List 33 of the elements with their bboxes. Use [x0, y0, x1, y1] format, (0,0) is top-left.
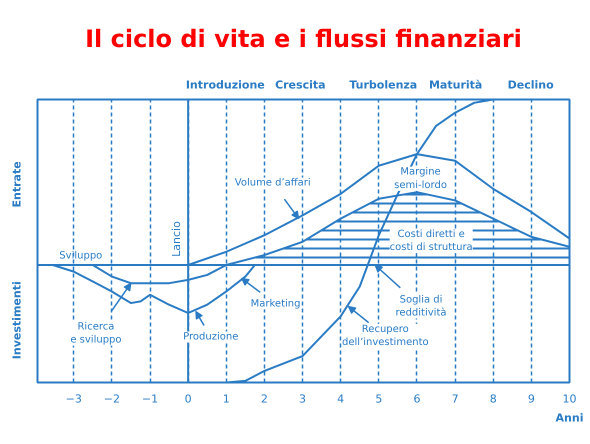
annotation: Costi diretti e costi di struttura	[390, 228, 473, 254]
annotation: Sviluppo	[59, 250, 102, 262]
x-axis-title: Anni	[556, 412, 584, 424]
ref-line-label: Lancio	[170, 220, 184, 257]
x-tick-label: 2	[260, 392, 268, 406]
x-tick-label: 4	[337, 392, 344, 406]
text: Crescita	[275, 78, 326, 92]
annotation: Produzione	[183, 331, 238, 342]
x-tick-label: 5	[375, 392, 382, 406]
text: Maturità	[428, 78, 482, 92]
text: Investimenti	[10, 281, 24, 360]
x-tick-label: 3	[299, 392, 306, 406]
x-tick-label: 6	[413, 392, 420, 406]
annotation: Recupero dell’investimento	[342, 324, 429, 348]
x-tick-label: 0	[184, 392, 192, 406]
text: Turbolenza	[349, 78, 418, 92]
x-tick-label: 7	[452, 392, 459, 406]
x-tick-label: −2	[104, 392, 120, 406]
annotation: Marketing	[250, 298, 300, 310]
text: Introduzione	[186, 78, 265, 92]
x-tick-label: −1	[142, 392, 158, 406]
x-tick-label: −3	[66, 392, 82, 406]
chart-title: Il ciclo di vita e i flussi finanziari	[85, 25, 522, 53]
text: Entrate	[10, 161, 24, 208]
x-tick-label: 9	[528, 392, 535, 406]
text: Declino	[508, 78, 554, 92]
x-tick-label: 1	[222, 392, 230, 406]
x-tick-label: 10	[562, 392, 576, 406]
annotation: Volume d’affari	[234, 178, 311, 189]
annotation: Soglia di redditività	[396, 294, 446, 319]
annotation: Ricerca e sviluppo	[70, 321, 122, 346]
annotation: Margine semi-lordo	[394, 166, 447, 191]
x-tick-label: 8	[490, 392, 497, 406]
